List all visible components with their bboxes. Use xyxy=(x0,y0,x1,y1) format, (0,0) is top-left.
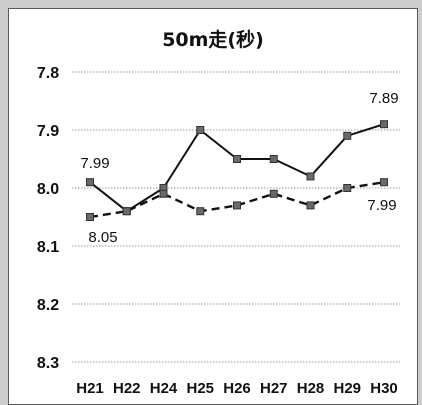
data-point-1 xyxy=(233,155,241,163)
x-tick-label: H25 xyxy=(186,380,214,397)
series-line-2 xyxy=(89,181,385,219)
data-point-2 xyxy=(159,189,168,198)
data-label: 7.89 xyxy=(369,90,398,107)
data-label: 7.99 xyxy=(80,155,109,172)
x-tick-label: H28 xyxy=(297,380,325,397)
data-point-2 xyxy=(306,201,315,210)
x-tick-label: H21 xyxy=(76,380,104,397)
data-point-2 xyxy=(269,189,278,198)
data-point-2 xyxy=(86,213,94,221)
x-tick-label: H22 xyxy=(113,380,141,397)
x-tick-label: H26 xyxy=(223,380,251,397)
data-point-1 xyxy=(343,131,352,140)
series-line-1 xyxy=(89,123,385,213)
gridlines xyxy=(72,71,400,363)
data-point-2 xyxy=(343,184,352,192)
data-point-1 xyxy=(306,172,315,181)
y-tick-label: 8.1 xyxy=(37,239,59,256)
y-tick-label: 7.9 xyxy=(37,123,59,140)
x-axis-ticks: H21 H22 H24 H25 H26 H27 H28 H29 H30 xyxy=(76,380,398,397)
data-point-1 xyxy=(269,155,278,163)
data-point-1 xyxy=(380,120,388,129)
x-tick-label: H24 xyxy=(150,380,178,397)
data-label: 8.05 xyxy=(88,229,117,246)
data-point-2 xyxy=(122,207,131,216)
chart-panel xyxy=(8,8,418,405)
data-point-1 xyxy=(86,178,94,187)
data-point-1 xyxy=(196,126,205,134)
y-tick-label: 8.0 xyxy=(37,181,59,198)
data-label: 7.99 xyxy=(367,197,396,214)
data-labels: 7.99 7.89 8.05 7.99 xyxy=(80,90,398,246)
y-tick-label: 8.3 xyxy=(37,355,59,372)
series-group xyxy=(86,120,388,221)
x-tick-label: H29 xyxy=(333,380,361,397)
data-point-2 xyxy=(233,201,241,210)
data-point-2 xyxy=(196,207,205,216)
data-point-2 xyxy=(380,178,388,187)
y-axis-ticks: 7.8 7.9 8.0 8.1 8.2 8.3 xyxy=(37,65,59,372)
x-tick-label: H27 xyxy=(260,380,288,397)
y-tick-label: 7.8 xyxy=(37,65,59,82)
x-tick-label: H30 xyxy=(370,380,398,397)
y-tick-label: 8.2 xyxy=(37,297,59,314)
chart-title: 50m走(秒) xyxy=(162,28,264,51)
